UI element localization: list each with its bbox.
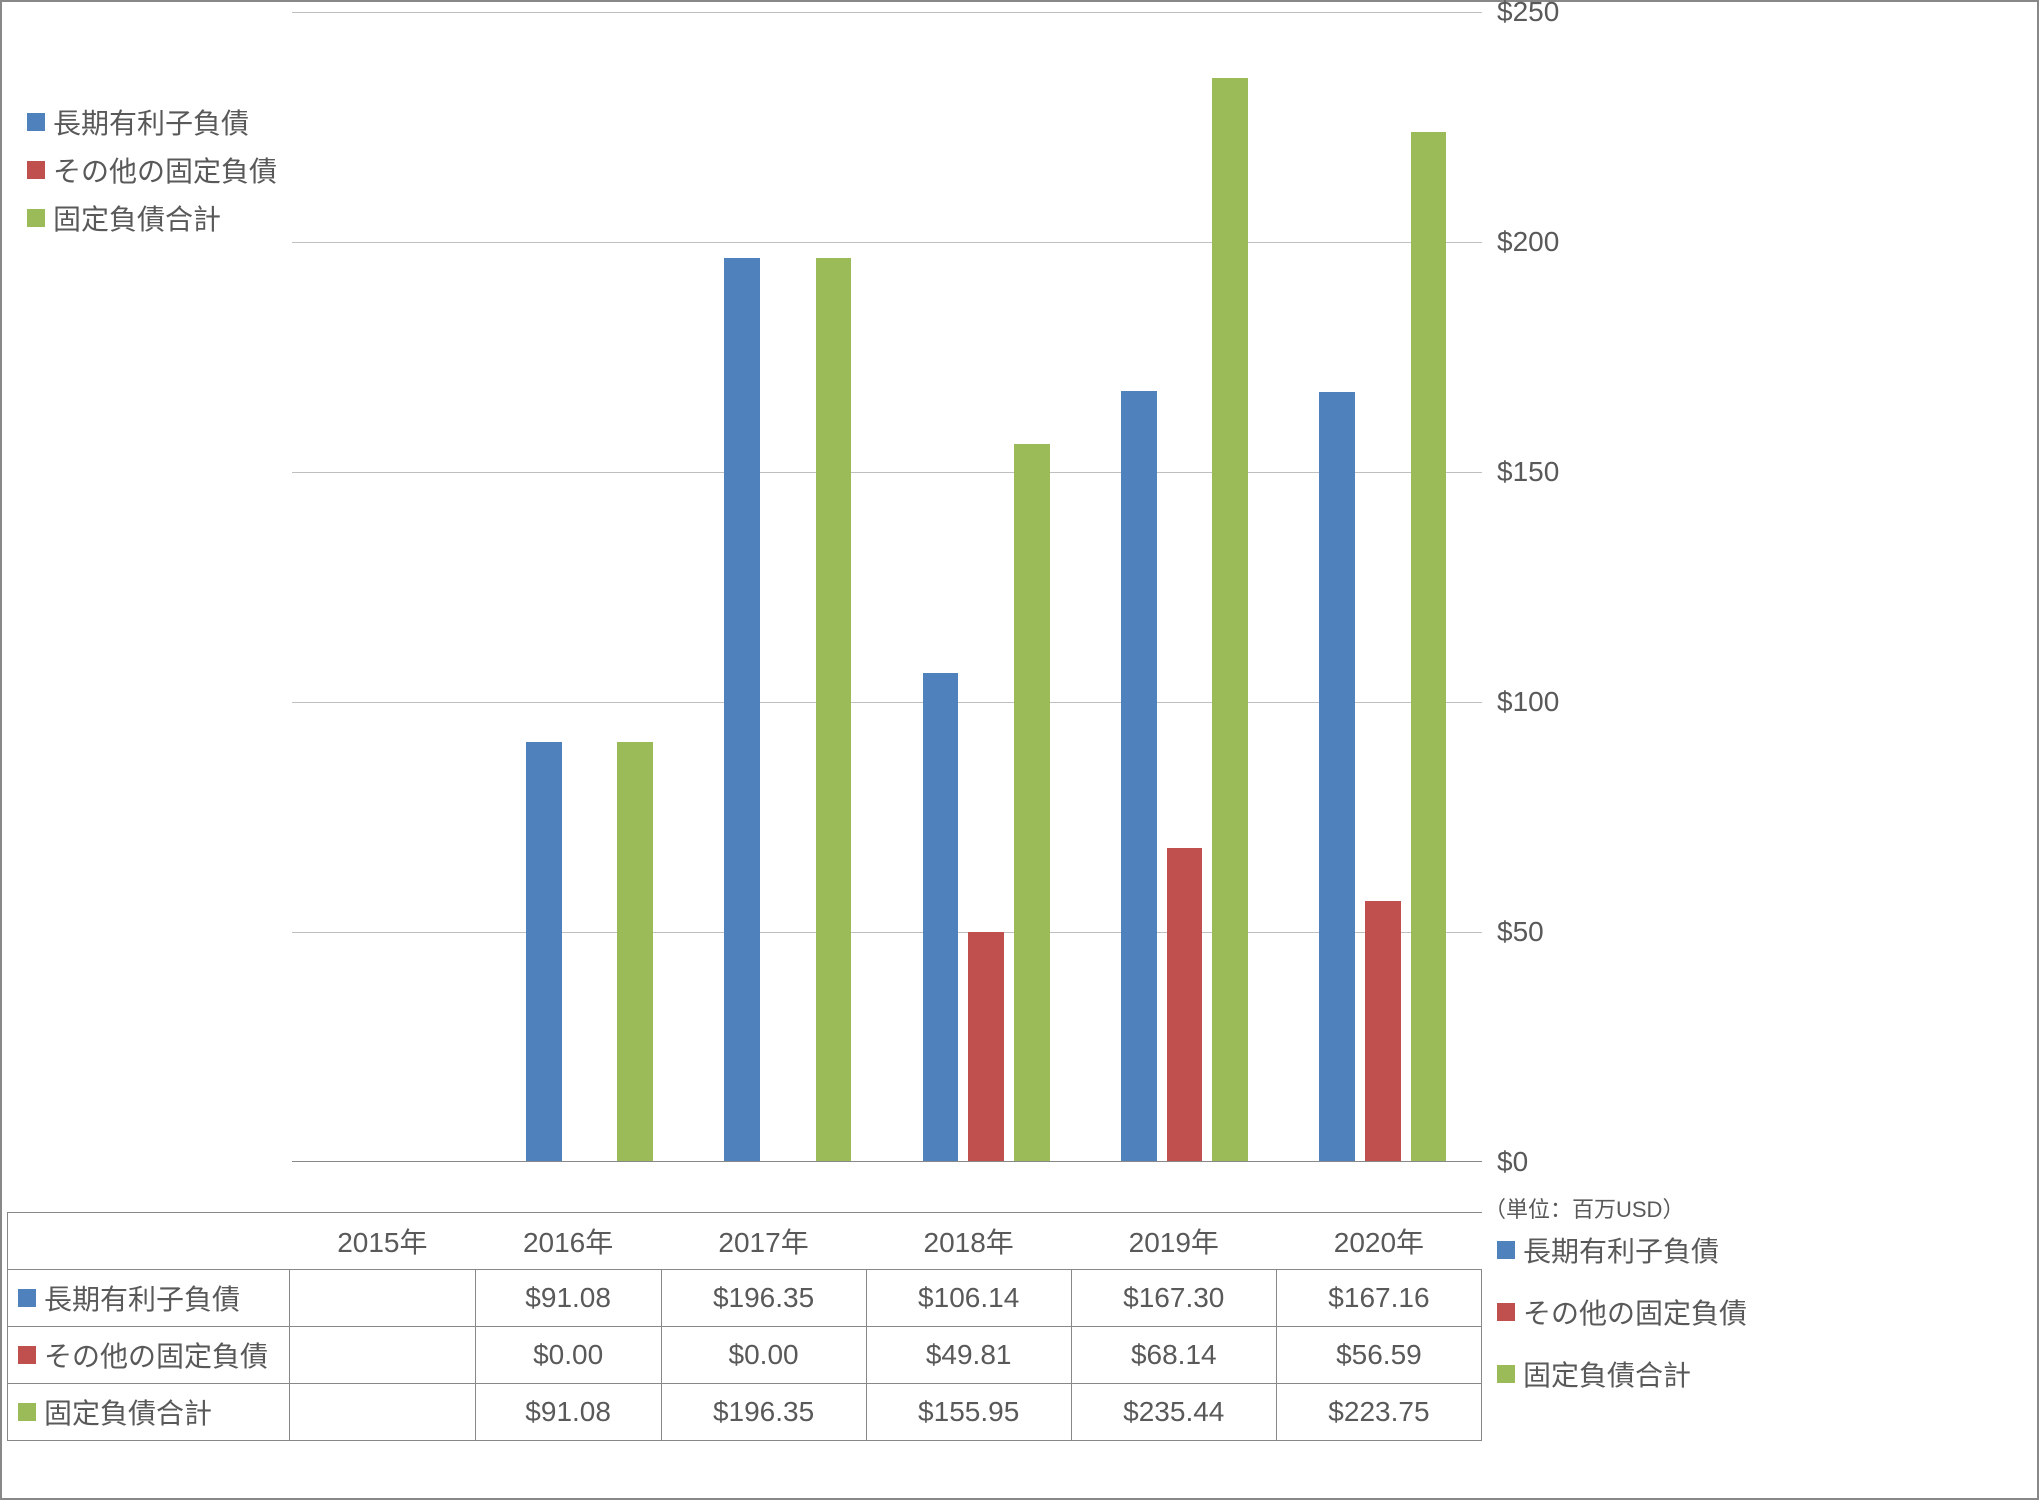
table-row: その他の固定負債$0.00$0.00$49.81$68.14$56.59 <box>8 1327 1482 1384</box>
x-axis-label: 2015年 <box>290 1213 476 1270</box>
legend-label: 長期有利子負債 <box>1523 1230 1719 1270</box>
bar <box>968 932 1004 1161</box>
bar <box>1411 132 1447 1161</box>
legend-label: 固定負債合計 <box>1523 1354 1691 1394</box>
table-cell: $0.00 <box>661 1327 866 1384</box>
x-axis-label: 2019年 <box>1071 1213 1276 1270</box>
legend-item: 長期有利子負債 <box>27 102 277 142</box>
table-cell <box>290 1384 476 1441</box>
bar <box>816 258 852 1161</box>
row-label: 固定負債合計 <box>44 1398 212 1429</box>
row-header: 長期有利子負債 <box>8 1270 290 1327</box>
table-cell: $196.35 <box>661 1270 866 1327</box>
row-label: 長期有利子負債 <box>44 1284 240 1315</box>
legend-item: 長期有利子負債 <box>1497 1230 1747 1270</box>
bar <box>1365 901 1401 1161</box>
legend-swatch <box>27 209 45 227</box>
table-cell: $49.81 <box>866 1327 1071 1384</box>
table-cell: $91.08 <box>475 1270 661 1327</box>
bar <box>1014 444 1050 1161</box>
y-tick-label: $50 <box>1497 916 1544 948</box>
table-cell: $0.00 <box>475 1327 661 1384</box>
x-axis-label: 2018年 <box>866 1213 1071 1270</box>
legend-item: その他の固定負債 <box>27 150 277 190</box>
data-table: 2015年2016年2017年2018年2019年2020年長期有利子負債 $91… <box>7 1212 1482 1441</box>
legend-item: その他の固定負債 <box>1497 1292 1747 1332</box>
chart-container: 長期有利子負債その他の固定負債固定負債合計 2015年2016年2017年201… <box>0 0 2039 1500</box>
row-label: その他の固定負債 <box>44 1341 268 1372</box>
y-tick-label: $0 <box>1497 1146 1528 1178</box>
table-cell: $167.30 <box>1071 1270 1276 1327</box>
legend-top: 長期有利子負債その他の固定負債固定負債合計 <box>27 102 277 238</box>
gridline <box>292 12 1482 13</box>
bar <box>617 742 653 1161</box>
legend-item: 固定負債合計 <box>1497 1354 1747 1394</box>
row-header: 固定負債合計 <box>8 1384 290 1441</box>
table-cell: $91.08 <box>475 1384 661 1441</box>
table-cell: $106.14 <box>866 1270 1071 1327</box>
x-axis-label: 2017年 <box>661 1213 866 1270</box>
y-tick-label: $250 <box>1497 0 1559 28</box>
table-header-empty <box>8 1213 290 1270</box>
y-tick-label: $150 <box>1497 456 1559 488</box>
bar <box>526 742 562 1161</box>
legend-swatch <box>1497 1303 1515 1321</box>
table-cell: $223.75 <box>1276 1384 1481 1441</box>
legend-label: その他の固定負債 <box>1523 1292 1747 1332</box>
plot-area <box>292 12 1482 1162</box>
gridline <box>292 242 1482 243</box>
row-swatch <box>18 1346 36 1364</box>
bar <box>923 673 959 1161</box>
table-row: 固定負債合計 $91.08$196.35$155.95$235.44$223.75 <box>8 1384 1482 1441</box>
bar <box>1121 391 1157 1161</box>
legend-swatch <box>27 113 45 131</box>
gridline <box>292 702 1482 703</box>
bar <box>1167 848 1203 1161</box>
bar <box>1319 392 1355 1161</box>
y-tick-label: $200 <box>1497 226 1559 258</box>
gridline <box>292 932 1482 933</box>
table-cell: $68.14 <box>1071 1327 1276 1384</box>
table-cell: $235.44 <box>1071 1384 1276 1441</box>
table-cell: $167.16 <box>1276 1270 1481 1327</box>
gridline <box>292 472 1482 473</box>
table-cell: $155.95 <box>866 1384 1071 1441</box>
bar <box>724 258 760 1161</box>
row-swatch <box>18 1403 36 1421</box>
table-cell <box>290 1327 476 1384</box>
legend-item: 固定負債合計 <box>27 198 277 238</box>
legend-label: 固定負債合計 <box>53 198 221 238</box>
table-cell: $196.35 <box>661 1384 866 1441</box>
legend-label: その他の固定負債 <box>53 150 277 190</box>
table-row: 長期有利子負債 $91.08$196.35$106.14$167.30$167.1… <box>8 1270 1482 1327</box>
bar <box>1212 78 1248 1161</box>
legend-label: 長期有利子負債 <box>53 102 249 142</box>
legend-right: 長期有利子負債その他の固定負債固定負債合計 <box>1497 1230 1747 1394</box>
row-swatch <box>18 1289 36 1307</box>
legend-swatch <box>1497 1241 1515 1259</box>
legend-swatch <box>27 161 45 179</box>
table-cell <box>290 1270 476 1327</box>
table-cell: $56.59 <box>1276 1327 1481 1384</box>
y-tick-label: $100 <box>1497 686 1559 718</box>
y-axis-unit: （単位：百万USD） <box>1484 1192 1684 1224</box>
row-header: その他の固定負債 <box>8 1327 290 1384</box>
x-axis-label: 2020年 <box>1276 1213 1481 1270</box>
x-axis-label: 2016年 <box>475 1213 661 1270</box>
legend-swatch <box>1497 1365 1515 1383</box>
